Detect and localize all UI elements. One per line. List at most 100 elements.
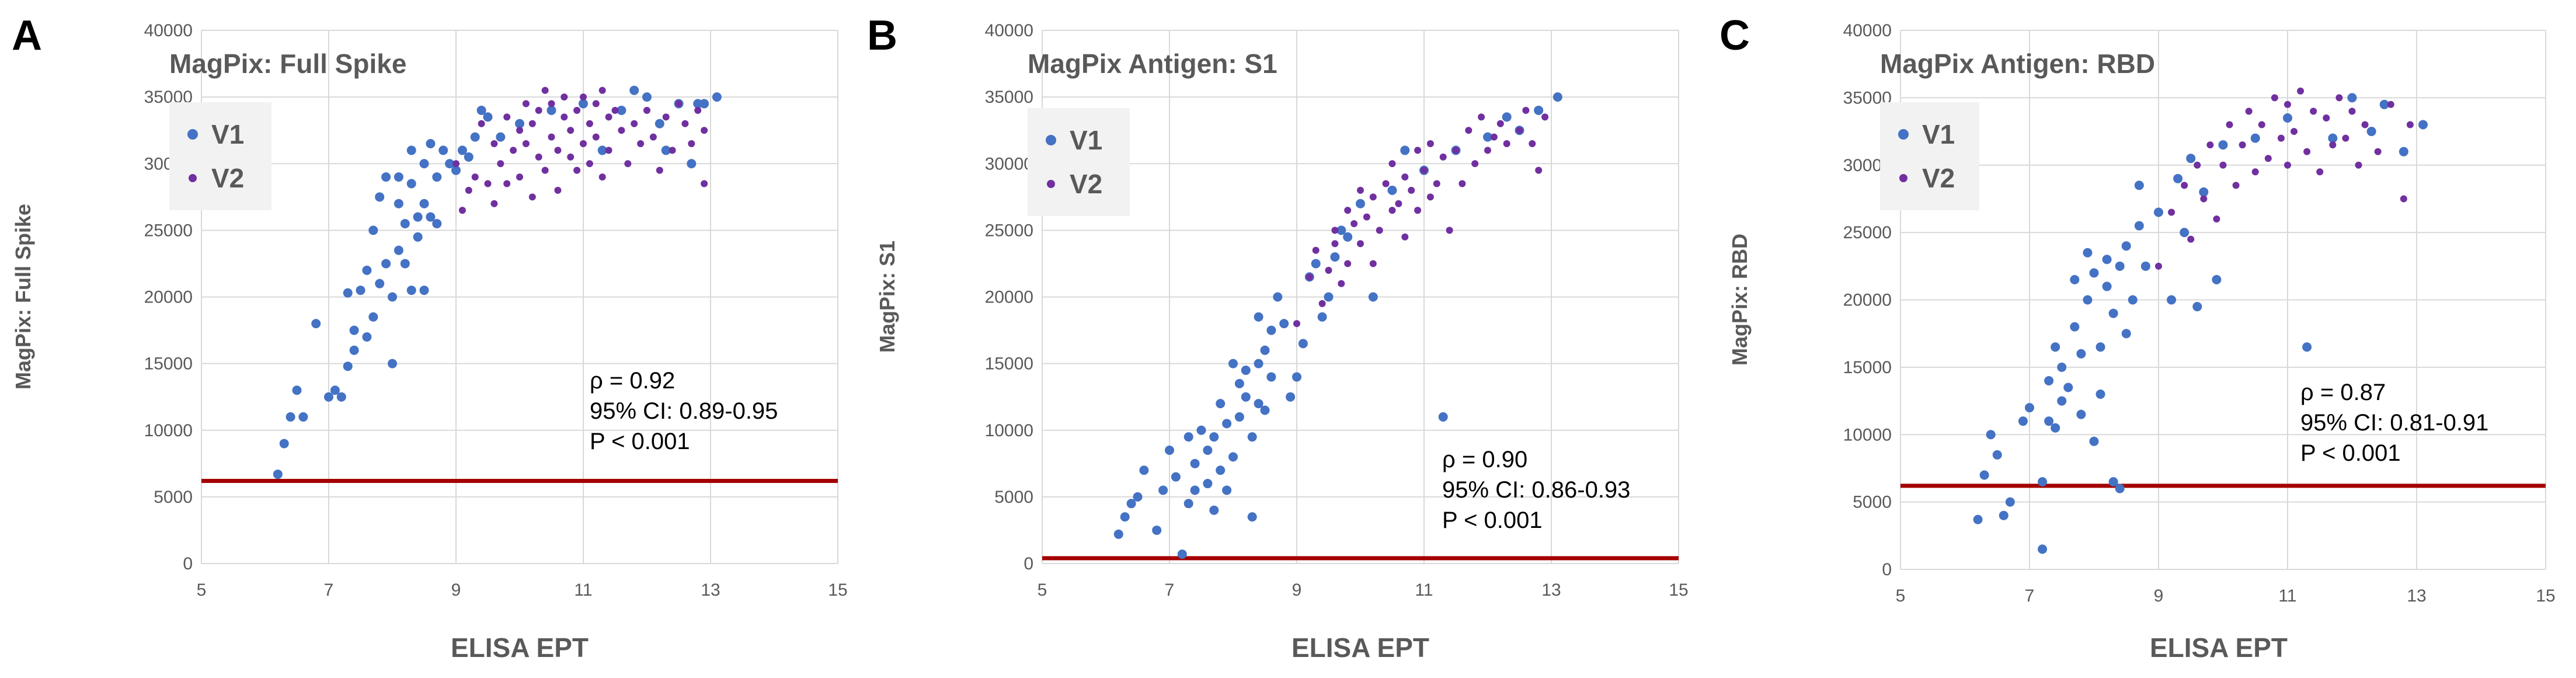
legend-marker-v2 <box>1899 174 1907 182</box>
data-point-v2 <box>452 160 459 168</box>
data-point-v1 <box>2186 154 2196 164</box>
data-point-v2 <box>2271 94 2278 102</box>
data-point-v2 <box>2374 148 2382 155</box>
data-point-v1 <box>1254 399 1263 409</box>
y-tick-label: 10000 <box>985 421 1033 440</box>
data-point-v1 <box>2167 295 2177 305</box>
data-point-v1 <box>2192 302 2202 312</box>
data-point-v2 <box>2245 107 2253 115</box>
data-point-v2 <box>1421 166 1428 174</box>
data-point-v1 <box>2366 127 2376 137</box>
data-point-v2 <box>510 147 517 154</box>
data-point-v1 <box>1483 132 1492 142</box>
data-point-v2 <box>2387 100 2394 108</box>
legend-label: V1 <box>211 119 244 149</box>
x-tick-label: 9 <box>1292 580 1302 600</box>
data-point-v2 <box>1293 320 1300 328</box>
data-point-v1 <box>1254 359 1263 368</box>
data-point-v1 <box>388 292 397 302</box>
y-tick-label: 10000 <box>1843 425 1892 444</box>
data-point-v1 <box>419 199 429 208</box>
data-point-v1 <box>292 385 302 395</box>
y-tick-label: 5000 <box>1853 493 1892 512</box>
data-point-v2 <box>490 200 498 207</box>
panel-letter: C <box>1719 12 1750 59</box>
rho-annotation: ρ = 0.90 <box>1442 447 1527 472</box>
data-point-v2 <box>675 100 683 107</box>
data-point-v2 <box>2168 208 2175 216</box>
data-point-v1 <box>2051 423 2060 433</box>
data-point-v2 <box>522 140 530 148</box>
x-tick-label: 15 <box>2536 586 2555 606</box>
data-point-v1 <box>2025 403 2034 413</box>
data-point-v1 <box>2108 308 2118 318</box>
data-point-v1 <box>1343 232 1353 242</box>
data-point-v2 <box>605 113 612 121</box>
x-tick-label: 5 <box>1038 580 1047 600</box>
data-point-v2 <box>1331 227 1339 234</box>
data-point-v1 <box>1356 199 1365 208</box>
x-tick-label: 7 <box>2025 586 2035 606</box>
data-point-v1 <box>1502 112 1512 122</box>
data-point-v2 <box>618 127 625 134</box>
x-tick-label: 7 <box>1165 580 1175 600</box>
data-point-v1 <box>432 218 442 228</box>
data-point-v2 <box>548 100 555 107</box>
data-point-v1 <box>617 105 626 115</box>
data-point-v1 <box>343 361 353 371</box>
data-point-v2 <box>573 106 581 114</box>
data-point-v2 <box>497 160 504 168</box>
data-point-v1 <box>1336 225 1346 235</box>
y-tick-label: 25000 <box>144 221 193 240</box>
data-point-v2 <box>1357 240 1364 248</box>
data-point-v1 <box>1234 412 1244 422</box>
data-point-v2 <box>2284 161 2291 169</box>
data-point-v1 <box>2108 477 2118 487</box>
data-point-v2 <box>1369 193 1377 201</box>
y-tick-label: 0 <box>1882 560 1892 579</box>
data-point-v1 <box>1260 345 1270 355</box>
data-point-v2 <box>1331 240 1339 248</box>
y-tick-label: 15000 <box>144 354 193 374</box>
data-point-v1 <box>2154 207 2163 217</box>
data-point-v1 <box>1254 312 1263 322</box>
data-point-v1 <box>406 145 416 155</box>
y-tick-label: 25000 <box>1843 223 1892 242</box>
data-point-v1 <box>2083 295 2093 305</box>
data-point-v1 <box>1120 512 1130 522</box>
data-point-v1 <box>1534 105 1544 115</box>
data-point-v2 <box>2258 121 2265 128</box>
data-point-v1 <box>400 218 410 228</box>
data-point-v1 <box>1139 465 1149 475</box>
data-point-v2 <box>1490 133 1498 141</box>
data-point-v1 <box>1234 378 1244 388</box>
data-point-v2 <box>1369 260 1377 267</box>
data-point-v2 <box>2264 155 2272 162</box>
data-point-v1 <box>2076 349 2086 359</box>
chart-a-svg: 0500010000150002000025000300003500040000… <box>11 12 848 663</box>
data-point-v1 <box>1177 550 1187 559</box>
data-point-v2 <box>1414 207 1422 214</box>
data-point-v1 <box>1241 392 1251 402</box>
data-point-v1 <box>375 279 385 288</box>
data-point-v2 <box>2335 94 2343 102</box>
data-point-v2 <box>554 186 562 194</box>
data-point-v2 <box>2232 182 2240 189</box>
data-point-v2 <box>1344 207 1352 214</box>
data-point-v1 <box>336 392 346 402</box>
data-point-v1 <box>426 139 436 149</box>
data-point-v1 <box>2134 221 2144 231</box>
data-point-v2 <box>2284 100 2291 108</box>
y-tick-label: 15000 <box>1843 358 1892 377</box>
chart-title: MagPix Antigen: S1 <box>1028 48 1277 79</box>
y-tick-label: 20000 <box>144 288 193 307</box>
data-point-v1 <box>655 119 664 128</box>
chart-panel-b: 0 5000 10000 15000 20000 25000 30000 35000 40000… <box>858 0 1717 678</box>
data-point-v2 <box>1357 186 1364 194</box>
legend-label: V1 <box>1070 125 1102 155</box>
data-point-v2 <box>541 166 549 174</box>
data-point-v1 <box>2038 544 2048 554</box>
data-point-v1 <box>1979 470 1989 480</box>
data-point-v1 <box>476 105 486 115</box>
x-tick-label: 7 <box>324 580 334 600</box>
